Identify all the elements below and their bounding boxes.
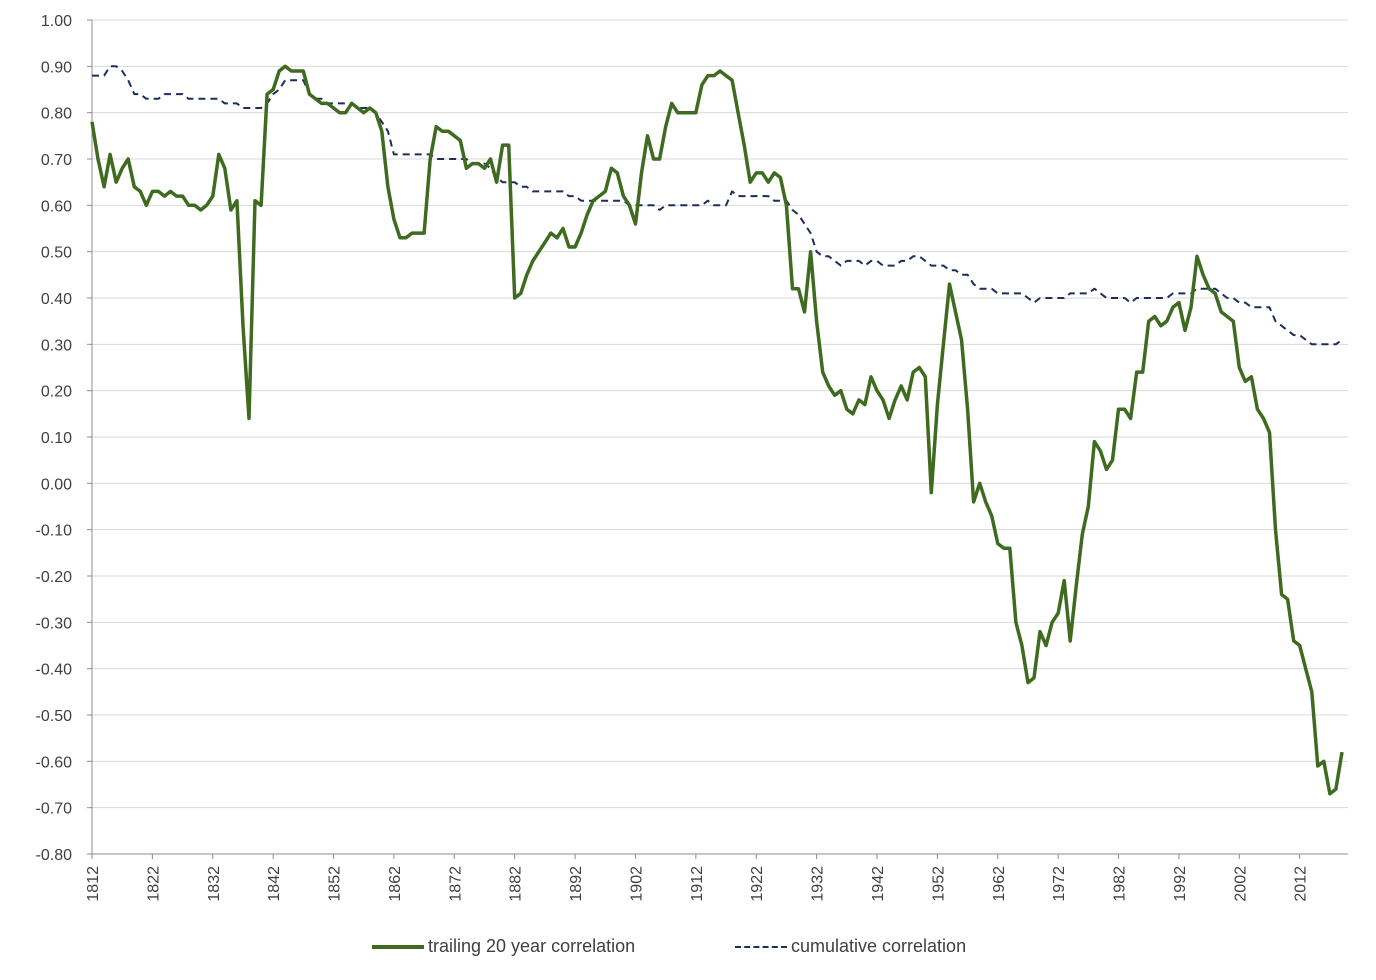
y-tick-label: 0.60 (41, 198, 72, 215)
legend-swatch-solid (372, 944, 424, 949)
y-tick-label: 0.70 (41, 152, 72, 169)
y-tick-labels: 1.00 0.90 0.80 0.70 0.60 0.50 0.40 0.30 0.20 0.10… (36, 13, 73, 864)
y-tick-label: 0.50 (41, 245, 72, 262)
x-tick-labels: 1812 1822 1832 1842 1852 1862 1872 1882 1892 1902… (85, 866, 1310, 902)
legend-item-cumulative: cumulative correlation (735, 936, 966, 957)
x-tick-label: 1822 (145, 866, 162, 902)
x-tick-label: 1902 (628, 866, 645, 902)
x-tick-label: 1882 (508, 866, 525, 902)
y-tick-label: -0.80 (36, 847, 73, 864)
legend-label-cumulative: cumulative correlation (791, 936, 967, 956)
x-tick-label: 1832 (206, 866, 223, 902)
x-tick-label: 1872 (447, 866, 464, 902)
legend: trailing 20 year correlation cumulative … (0, 936, 1376, 966)
y-tick-label: 0.00 (41, 476, 72, 493)
series-lines (90, 64, 1344, 796)
y-tick-label: -0.10 (36, 523, 73, 540)
x-tick-label: 1982 (1112, 866, 1129, 902)
x-tick-label: 1862 (387, 866, 404, 902)
y-tick-label: -0.50 (36, 708, 73, 725)
y-tick-label: 0.90 (41, 59, 72, 76)
y-tick-label: -0.20 (36, 569, 73, 586)
series-line-trailing-20-year (90, 64, 1344, 796)
y-tick-label: -0.60 (36, 754, 73, 771)
y-tick-label: -0.70 (36, 801, 73, 818)
x-tick-label: 1942 (870, 866, 887, 902)
x-tick-label: 1962 (991, 866, 1008, 902)
legend-swatch-dashed (735, 945, 787, 948)
y-tick-label: 1.00 (41, 13, 72, 30)
x-tick-label: 1932 (810, 866, 827, 902)
x-tick-label: 1972 (1051, 866, 1068, 902)
y-tick-label: 0.30 (41, 337, 72, 354)
y-tick-label: 0.80 (41, 106, 72, 123)
y-tick-label: 0.10 (41, 430, 72, 447)
y-tick-label: 0.40 (41, 291, 72, 308)
x-tick-label: 2012 (1293, 866, 1310, 902)
gridlines (87, 19, 1348, 855)
x-tick-label: 1952 (930, 866, 947, 902)
x-tick-label: 2002 (1232, 866, 1249, 902)
axes (91, 20, 1348, 859)
y-tick-label: -0.30 (36, 615, 73, 632)
y-tick-label: 0.20 (41, 384, 72, 401)
x-tick-label: 1922 (749, 866, 766, 902)
x-tick-label: 1842 (266, 866, 283, 902)
x-tick-label: 1852 (327, 866, 344, 902)
legend-label-trailing: trailing 20 year correlation (428, 936, 636, 956)
legend-item-trailing: trailing 20 year correlation (372, 936, 635, 957)
y-tick-label: -0.40 (36, 662, 73, 679)
x-tick-label: 1892 (568, 866, 585, 902)
x-tick-label: 1912 (689, 866, 706, 902)
series-line-cumulative (92, 65, 1343, 346)
x-tick-label: 1992 (1172, 866, 1189, 902)
x-tick-label: 1812 (85, 866, 102, 902)
